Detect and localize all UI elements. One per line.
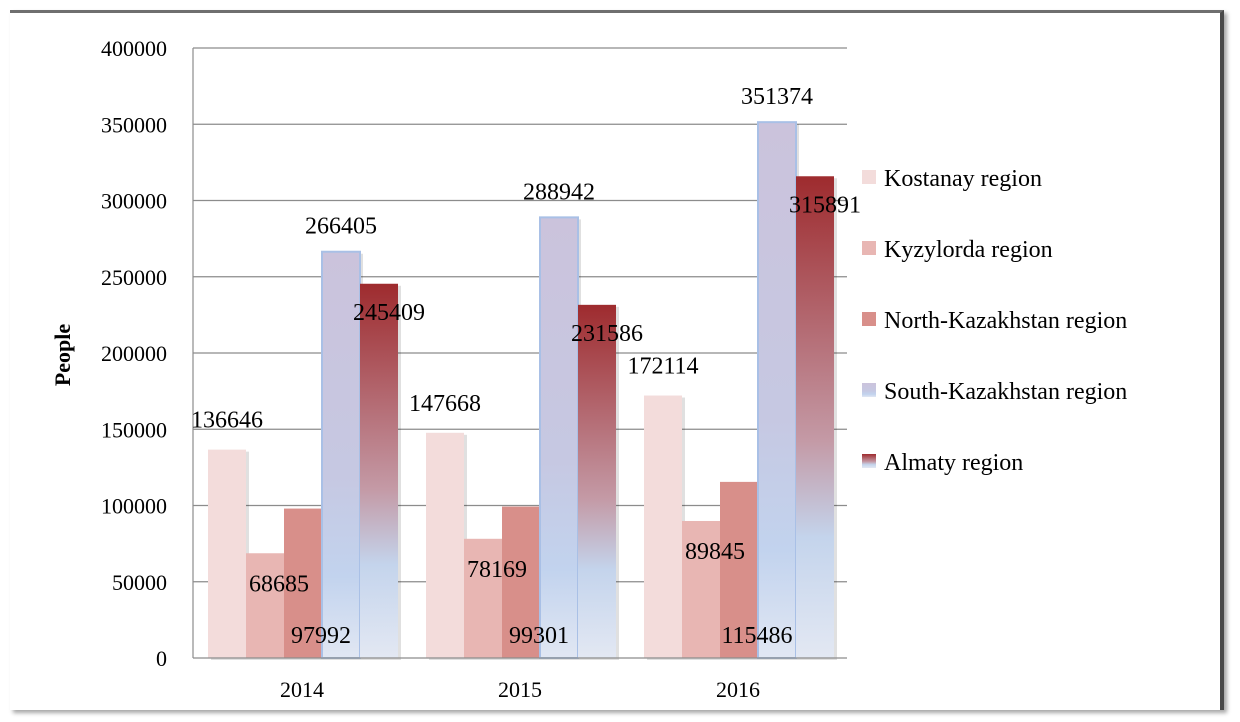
bar <box>578 304 616 658</box>
data-label: 147668 <box>409 391 481 417</box>
legend-swatch <box>862 454 876 468</box>
data-label: 231586 <box>571 321 643 347</box>
data-label: 315891 <box>789 192 861 218</box>
data-label: 68685 <box>249 571 309 597</box>
bar <box>644 395 682 658</box>
legend: Kostanay region Kyzylorda region North-Kaz… <box>862 166 1127 476</box>
legend-label: Almaty region <box>884 450 1023 476</box>
legend-label: Kyzylorda region <box>884 237 1053 263</box>
bar <box>539 216 579 659</box>
bar <box>246 553 284 658</box>
legend-swatch <box>862 312 876 326</box>
bar <box>284 508 322 658</box>
bar <box>360 283 398 658</box>
y-tick-label: 400000 <box>101 36 167 61</box>
y-tick-label: 150000 <box>101 417 167 442</box>
bar <box>720 481 758 658</box>
data-label: 351374 <box>741 84 813 110</box>
bar <box>796 176 834 658</box>
data-labels-group: 136646 68685 97992 266405 245409 147668 78169 9… <box>191 84 861 649</box>
x-tick-label: 2014 <box>280 677 324 702</box>
y-tick-label: 50000 <box>112 570 167 595</box>
bar <box>757 121 797 659</box>
axes-group: 0 50000 100000 150000 200000 250000 300000 3500… <box>101 36 847 702</box>
legend-label: South-Kazakhstan region <box>884 379 1127 405</box>
data-label: 172114 <box>627 354 698 380</box>
legend-swatch <box>862 241 876 255</box>
data-label: 78169 <box>467 557 527 583</box>
data-label: 97992 <box>291 623 351 649</box>
data-label: 266405 <box>305 214 377 240</box>
y-tick-label: 250000 <box>101 265 167 290</box>
x-tick-label: 2016 <box>716 677 760 702</box>
y-tick-label: 0 <box>156 646 167 671</box>
bar <box>682 520 720 658</box>
legend-swatch <box>862 170 876 184</box>
bars-group <box>208 121 837 661</box>
legend-label: Kostanay region <box>884 166 1042 192</box>
bar <box>321 250 361 660</box>
data-label: 288942 <box>523 179 595 205</box>
data-label: 99301 <box>509 623 569 649</box>
bar <box>208 449 246 658</box>
y-tick-label: 200000 <box>101 341 167 366</box>
data-label: 115486 <box>721 623 792 649</box>
y-tick-label: 350000 <box>101 112 167 137</box>
legend-label: North-Kazakhstan region <box>884 308 1127 334</box>
y-tick-label: 300000 <box>101 189 167 214</box>
y-tick-label: 100000 <box>101 494 167 519</box>
bar <box>426 432 464 658</box>
bar <box>464 538 502 658</box>
data-label: 245409 <box>353 300 425 326</box>
y-axis-title: People <box>50 324 75 387</box>
data-label: 89845 <box>685 539 745 565</box>
x-tick-label: 2015 <box>498 677 542 702</box>
bar <box>502 506 540 658</box>
legend-swatch <box>862 383 876 397</box>
data-label: 136646 <box>191 408 263 434</box>
